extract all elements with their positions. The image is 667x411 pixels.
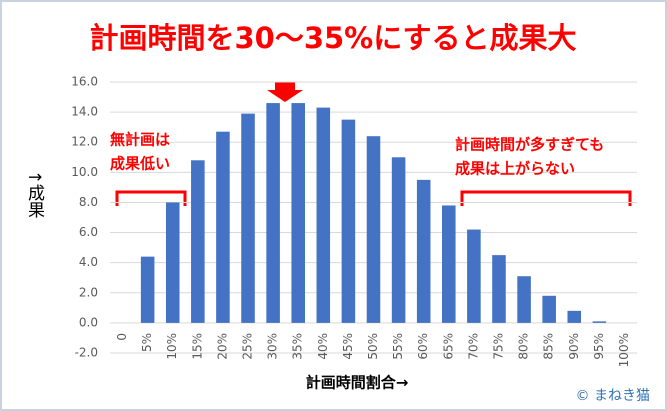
x-tick-label: 25% [241, 333, 255, 360]
bar [366, 136, 381, 323]
bracket [115, 190, 187, 206]
x-tick-label: 90% [567, 333, 581, 360]
y-tick-label: 16.0 [71, 75, 98, 89]
y-tick-label: 0.0 [79, 315, 98, 329]
x-tick-label: 55% [391, 333, 405, 360]
bar [391, 157, 406, 323]
bar [291, 103, 305, 323]
bar [165, 202, 180, 323]
x-tick-label: 15% [190, 333, 204, 360]
x-tick-label: 20% [215, 333, 229, 360]
bar [416, 179, 431, 323]
bar [241, 113, 255, 323]
credit: © まねき猫 [576, 388, 650, 404]
annotation: 成果は上がらない [455, 160, 575, 178]
annotation: 計画時間が多すぎても [455, 136, 604, 154]
bar [542, 295, 556, 323]
x-tick-label: 35% [291, 333, 305, 360]
y-tick-label: 14.0 [71, 105, 98, 119]
bar [467, 229, 481, 323]
bar [592, 321, 607, 323]
y-tick-label: 8.0 [79, 195, 98, 209]
x-tick-label: 70% [466, 333, 480, 360]
y-tick-label: 6.0 [79, 225, 98, 239]
x-tick-label: 80% [517, 333, 531, 360]
x-axis-label: 計画時間割合→ [306, 374, 409, 392]
bar [567, 310, 582, 323]
bar [140, 256, 155, 323]
y-axis-label: ↑成果 [24, 170, 44, 219]
y-tick-label: 2.0 [79, 285, 98, 299]
x-tick-label: 40% [316, 333, 330, 360]
chart-title: 計画時間を30〜35%にすると成果大 [89, 21, 576, 55]
bar [216, 131, 230, 323]
x-tick-label: 5% [140, 333, 154, 352]
y-tick-label: 12.0 [71, 135, 98, 149]
bar [492, 255, 506, 323]
x-tick-label: 50% [366, 333, 380, 360]
x-tick-label: 0 [115, 333, 129, 341]
bar [517, 276, 531, 323]
x-tick-label: 100% [617, 333, 631, 367]
x-tick-label: 30% [266, 333, 280, 360]
x-tick-label: 45% [341, 333, 355, 360]
y-tick-label: 4.0 [79, 255, 98, 269]
y-tick-label: -2.0 [75, 346, 98, 360]
x-tick-label: 60% [416, 333, 430, 360]
bar [266, 103, 280, 323]
annotation: 無計画は [110, 131, 170, 149]
bar [341, 119, 356, 323]
bar [191, 160, 205, 323]
x-tick-label: 75% [491, 333, 505, 360]
x-tick-label: 10% [165, 333, 179, 360]
x-tick-label: 65% [441, 333, 455, 360]
x-tick-label: 85% [542, 333, 556, 360]
bar [442, 205, 456, 323]
y-tick-label: 10.0 [71, 165, 98, 179]
highlight-arrow [267, 82, 303, 102]
bar [316, 107, 331, 323]
annotation: 成果低い [110, 155, 170, 173]
bracket [460, 190, 632, 206]
x-tick-label: 95% [592, 333, 606, 360]
